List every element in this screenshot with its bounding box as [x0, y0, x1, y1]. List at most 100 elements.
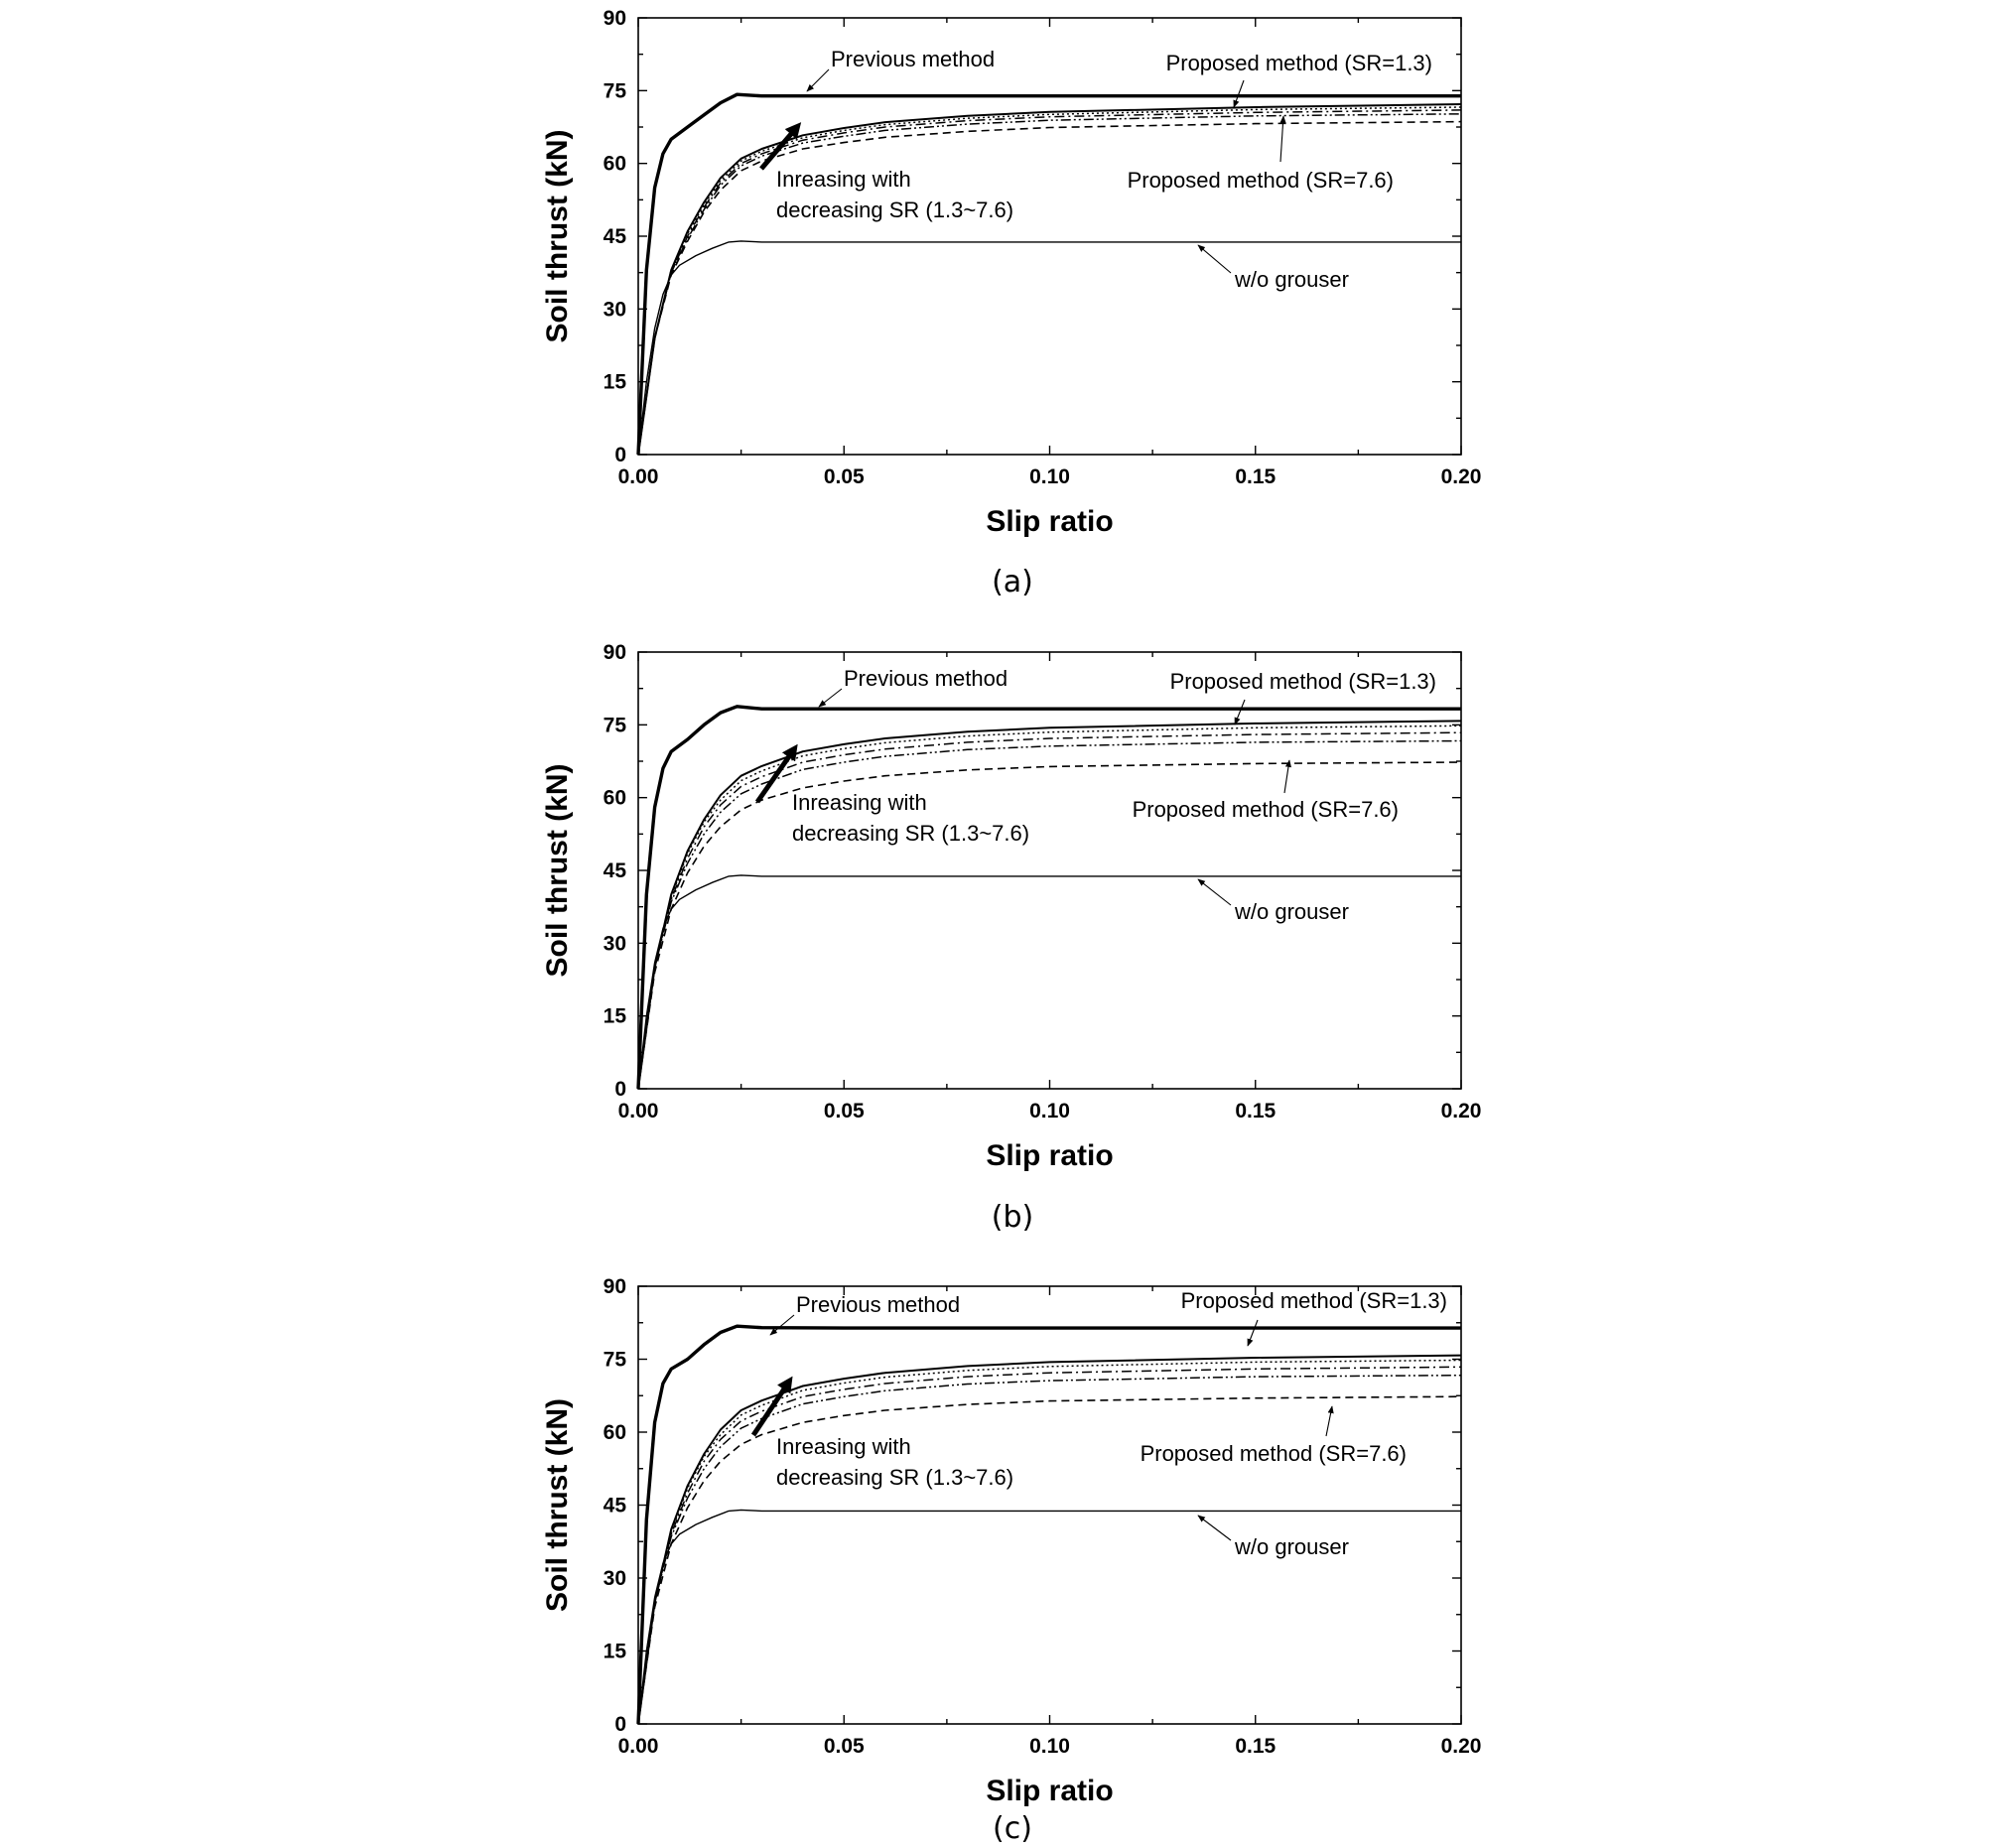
x-tick-label: 0.10 — [1029, 465, 1070, 488]
pointer-arrow — [1233, 79, 1245, 108]
y-axis-title: Soil thrust (kN) — [541, 1398, 574, 1612]
y-tick-label: 75 — [604, 1349, 627, 1372]
x-tick-label: 0.00 — [618, 1735, 659, 1758]
previous-method-line — [636, 705, 1461, 1090]
y-tick-label: 45 — [604, 859, 627, 882]
chart-panel-b: 0 15 30 45 60 75 90 0.00 0.05 0.10 0.15 0.20 Slip ra… — [541, 641, 1481, 1235]
x-tick-label: 0.10 — [1029, 1100, 1070, 1122]
pointer-arrow — [1279, 115, 1286, 163]
x-axis-title: Slip ratio — [986, 1139, 1113, 1172]
proposed-sr76-label: Proposed method (SR=7.6) — [1141, 1441, 1407, 1466]
y-tick-label: 30 — [604, 298, 626, 321]
y-tick-label: 90 — [604, 7, 626, 30]
panel-label: (a) — [992, 565, 1033, 599]
y-tick-label: 30 — [604, 1567, 626, 1590]
proposed-series-4-line — [637, 739, 1462, 1090]
increasing-label-line2: decreasing SR (1.3~7.6) — [792, 821, 1029, 846]
pointer-arrow — [1197, 1515, 1232, 1541]
plot-frame — [637, 17, 1462, 456]
proposed-series-2-line — [637, 725, 1462, 1090]
chart-panel-c: 0 15 30 45 60 75 90 0.00 0.05 0.10 0.15 0.20 Slip ra… — [541, 1275, 1481, 1846]
x-tick-label: 0.05 — [824, 1100, 865, 1122]
plot-frame — [637, 1285, 1462, 1725]
wo-grouser-label: w/o grouser — [1234, 899, 1349, 924]
x-tick-label: 0.20 — [1441, 1100, 1482, 1122]
pointer-arrow — [769, 1314, 795, 1336]
y-tick-label: 15 — [604, 1005, 627, 1028]
y-tick-label: 45 — [604, 1495, 627, 1518]
x-tick-label: 0.05 — [824, 465, 865, 488]
y-tick-label: 60 — [604, 1421, 626, 1444]
pointer-arrow — [1197, 878, 1232, 906]
x-axis-title: Slip ratio — [986, 1775, 1113, 1807]
previous-method-label: Previous method — [831, 47, 995, 71]
pointer-arrow — [818, 688, 843, 708]
y-tick-label: 15 — [604, 371, 627, 394]
wo-grouser-line — [637, 240, 1461, 456]
x-tick-label: 0.00 — [618, 465, 659, 488]
trend-arrow — [759, 122, 802, 171]
x-tick-label: 0.15 — [1235, 465, 1276, 488]
y-tick-label: 30 — [604, 932, 626, 955]
proposed-sr13-line — [637, 720, 1462, 1090]
increasing-label-line2: decreasing SR (1.3~7.6) — [776, 1465, 1013, 1490]
x-axis-title: Slip ratio — [986, 505, 1113, 538]
pointer-arrow — [1234, 699, 1246, 726]
x-tick-label: 0.15 — [1235, 1100, 1276, 1122]
increasing-label-line1: Inreasing with — [776, 1434, 911, 1459]
proposed-sr76-label: Proposed method (SR=7.6) — [1133, 797, 1399, 822]
proposed-sr13-label: Proposed method (SR=1.3) — [1181, 1288, 1447, 1313]
chart-panel-a: 0 15 30 45 60 75 90 0.00 0.05 0.10 0.15 0.20 Slip ra… — [541, 7, 1481, 599]
y-tick-label: 0 — [614, 1078, 626, 1101]
proposed-sr76-line — [637, 761, 1462, 1090]
wo-grouser-line — [637, 1509, 1461, 1725]
previous-method-label: Previous method — [796, 1292, 960, 1317]
increasing-label-line1: Inreasing with — [792, 790, 927, 815]
proposed-series-3-line — [637, 731, 1462, 1090]
proposed-sr76-line — [637, 1395, 1462, 1725]
x-tick-label: 0.10 — [1029, 1735, 1070, 1758]
increasing-label-line2: decreasing SR (1.3~7.6) — [776, 198, 1013, 222]
y-tick-label: 15 — [604, 1641, 627, 1663]
y-tick-label: 0 — [614, 1713, 626, 1736]
pointer-arrow — [806, 68, 830, 92]
proposed-sr13-line — [637, 103, 1462, 456]
pointer-arrow — [1283, 759, 1292, 794]
y-tick-label: 0 — [614, 444, 626, 466]
panel-label: (b) — [992, 1200, 1033, 1235]
pointer-arrow — [1325, 1405, 1334, 1437]
proposed-sr13-label: Proposed method (SR=1.3) — [1166, 51, 1432, 75]
previous-method-label: Previous method — [844, 666, 1008, 691]
plot-frame — [637, 651, 1462, 1090]
y-tick-label: 45 — [604, 225, 627, 248]
y-tick-label: 75 — [604, 714, 627, 736]
y-tick-label: 75 — [604, 79, 627, 102]
previous-method-line — [636, 92, 1461, 456]
x-tick-label: 0.15 — [1235, 1735, 1276, 1758]
x-tick-label: 0.00 — [618, 1100, 659, 1122]
wo-grouser-line — [637, 874, 1461, 1090]
x-tick-label: 0.20 — [1441, 1735, 1482, 1758]
pointer-arrow — [1197, 244, 1232, 274]
trend-arrow — [754, 743, 798, 804]
pointer-arrow — [1247, 1319, 1259, 1347]
y-tick-label: 90 — [604, 641, 626, 664]
panel-label: (c) — [993, 1811, 1032, 1846]
proposed-series-4-line — [637, 113, 1462, 456]
proposed-sr76-label: Proposed method (SR=7.6) — [1128, 168, 1394, 193]
proposed-series-2-line — [637, 1359, 1462, 1725]
y-tick-label: 60 — [604, 153, 626, 176]
x-tick-label: 0.05 — [824, 1735, 865, 1758]
y-tick-label: 60 — [604, 787, 626, 810]
proposed-series-3-line — [637, 1366, 1462, 1725]
wo-grouser-label: w/o grouser — [1234, 267, 1349, 292]
trend-arrow — [750, 1376, 793, 1437]
proposed-sr13-label: Proposed method (SR=1.3) — [1170, 669, 1436, 694]
wo-grouser-label: w/o grouser — [1234, 1534, 1349, 1559]
proposed-sr76-line — [637, 120, 1462, 456]
y-axis-title: Soil thrust (kN) — [541, 764, 574, 978]
previous-method-line — [636, 1324, 1461, 1725]
x-tick-label: 0.20 — [1441, 465, 1482, 488]
increasing-label-line1: Inreasing with — [776, 167, 911, 192]
